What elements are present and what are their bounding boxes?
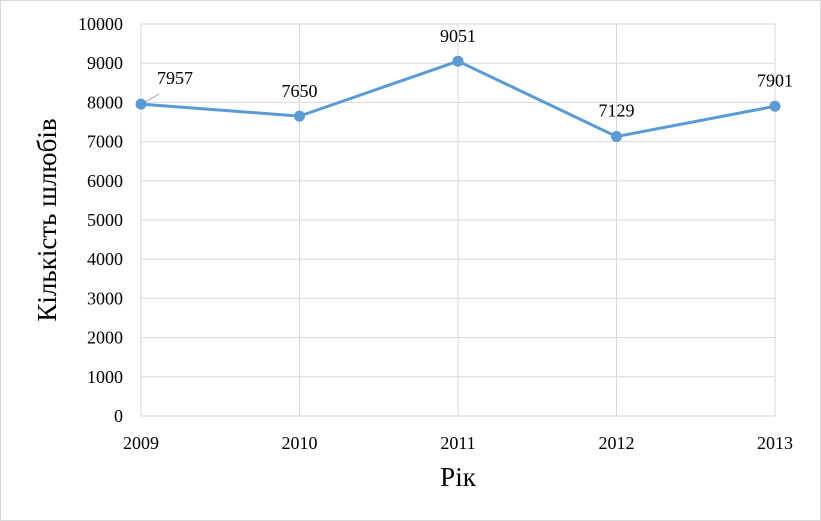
y-tick-label: 1000 [87, 367, 123, 387]
x-tick-label: 2009 [123, 433, 159, 453]
y-tick-label: 7000 [87, 132, 123, 152]
data-label: 7650 [282, 81, 318, 101]
x-tick-label: 2013 [757, 433, 793, 453]
y-tick-label: 8000 [87, 92, 123, 112]
data-label: 9051 [440, 26, 476, 46]
y-axis-title: Кількість шлюбів [32, 118, 62, 321]
y-tick-label: 10000 [78, 14, 123, 34]
leader-line [144, 93, 160, 103]
y-tick-label: 3000 [87, 288, 123, 308]
data-point [135, 98, 147, 110]
data-label: 7129 [599, 101, 635, 121]
data-point [294, 110, 305, 122]
y-tick-label: 4000 [87, 249, 123, 269]
y-tick-label: 2000 [87, 328, 123, 348]
x-axis-title: Рік [440, 462, 477, 492]
x-tick-label: 2010 [282, 433, 318, 453]
y-tick-label: 0 [114, 406, 123, 426]
y-tick-label: 9000 [87, 53, 123, 73]
x-axis-ticks: 2009 2010 2011 2012 2013 [123, 433, 793, 453]
data-point [452, 55, 464, 67]
y-tick-label: 5000 [87, 210, 123, 230]
x-tick-label: 2011 [440, 433, 475, 453]
series-layer [135, 55, 781, 143]
y-axis-ticks: 0 1000 2000 3000 4000 5000 6000 7000 8000 9000 100… [78, 14, 123, 426]
leader-lines [144, 93, 160, 103]
data-labels: 7957 7650 9051 7129 7901 [157, 26, 793, 120]
data-point [769, 100, 781, 112]
y-tick-label: 6000 [87, 171, 123, 191]
data-label: 7957 [157, 68, 193, 88]
data-point [611, 131, 622, 143]
gridlines [140, 23, 776, 417]
x-tick-label: 2012 [599, 433, 635, 453]
data-label: 7901 [757, 70, 793, 90]
